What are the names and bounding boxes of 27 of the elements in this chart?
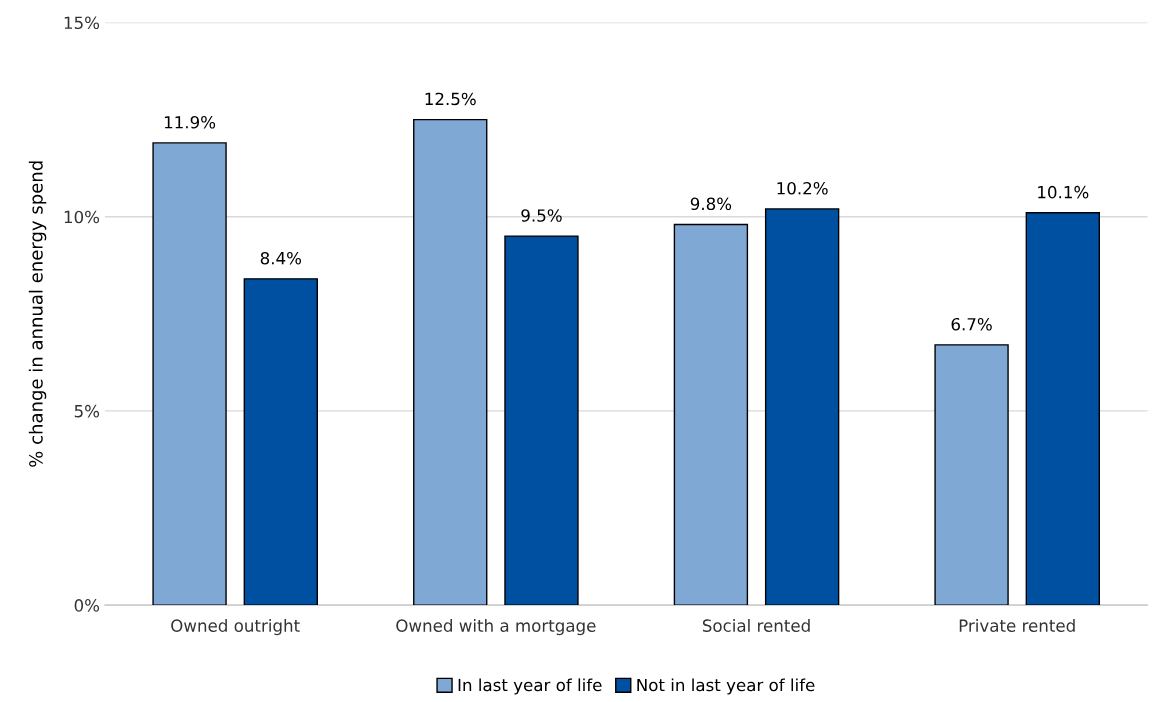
x-tick-label: Owned outright xyxy=(171,619,300,636)
bar xyxy=(1025,212,1100,606)
bar xyxy=(152,142,227,606)
x-tick-label: Social rented xyxy=(702,619,810,632)
bar xyxy=(243,278,318,606)
y-tick-label: 5% xyxy=(74,404,100,418)
x-tick-label: Owned with a mortgage xyxy=(396,619,596,636)
legend-label: Not in last year of life xyxy=(637,678,815,695)
bar xyxy=(413,118,488,606)
data-label: 8.4% xyxy=(260,251,302,265)
x-tick-label: Private rented xyxy=(959,619,1075,632)
data-label: 11.9% xyxy=(164,115,216,129)
data-label: 9.8% xyxy=(690,197,732,211)
data-label: 10.1% xyxy=(1038,185,1089,199)
y-tick-label: 10% xyxy=(64,210,100,224)
data-label: 6.7% xyxy=(951,317,992,331)
data-label: 10.2% xyxy=(777,181,828,195)
legend-label: In last year of life xyxy=(458,678,602,695)
data-label: 9.5% xyxy=(521,209,562,222)
data-label: 12.5% xyxy=(425,92,476,106)
bar xyxy=(673,223,749,606)
y-tick-label: 0% xyxy=(74,599,100,612)
bar xyxy=(764,208,840,606)
bar xyxy=(504,235,579,606)
bar xyxy=(934,344,1009,606)
y-tick-label: 15% xyxy=(64,16,100,30)
y-axis-title: % change in annual energy spend xyxy=(28,161,47,467)
